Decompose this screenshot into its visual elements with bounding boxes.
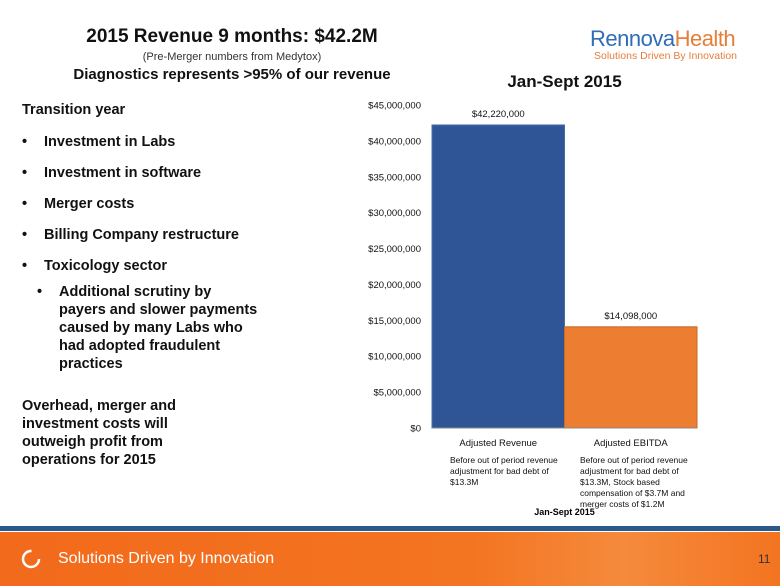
- y-tick-label: $5,000,000: [373, 388, 421, 399]
- footer-text: Solutions Driven by Innovation: [58, 550, 275, 567]
- bullet: Billing Company restructure: [22, 227, 282, 243]
- y-tick-label: $35,000,000: [368, 172, 421, 183]
- logo-tagline: Solutions Driven By Innovation: [594, 50, 737, 62]
- overhead-text: Overhead, merger and investment costs wi…: [22, 398, 176, 468]
- slide-subtitle-2: Diagnostics represents >95% of our reven…: [73, 66, 391, 83]
- x-tick-label: Adjusted EBITDA: [594, 438, 669, 449]
- page-number: 11: [758, 552, 771, 566]
- y-tick-label: $10,000,000: [368, 352, 421, 363]
- y-tick-label: $40,000,000: [368, 136, 421, 147]
- footer-bar: [0, 532, 780, 586]
- sub-bullet: Additional scrutiny by payers and slower…: [22, 283, 259, 373]
- y-tick-label: $30,000,000: [368, 208, 421, 219]
- slide-title: 2015 Revenue 9 months: $42.2M: [86, 26, 378, 47]
- y-tick-label: $15,000,000: [368, 316, 421, 327]
- rennova-logo: RennovaHealth Solutions Driven By Innova…: [590, 26, 737, 62]
- x-axis-label: Jan-Sept 2015: [534, 507, 595, 517]
- bullet: Toxicology sector: [22, 258, 282, 274]
- y-tick-label: $0: [410, 424, 421, 435]
- bar-chart: $0 $5,000,000 $10,000,000 $15,000,000 $20,00…: [368, 101, 698, 449]
- y-tick-label: $25,000,000: [368, 244, 421, 255]
- bullet: Merger costs: [22, 196, 282, 212]
- slide-subtitle: (Pre-Merger numbers from Medytox): [142, 51, 322, 63]
- logo-part2: Health: [674, 26, 736, 51]
- bullet: Investment in Labs: [22, 134, 282, 150]
- y-tick-label: $20,000,000: [368, 280, 421, 291]
- bar: [564, 326, 698, 429]
- data-label: $42,220,000: [472, 109, 525, 120]
- logo-part1: Rennova: [590, 26, 675, 51]
- y-tick-label: $45,000,000: [368, 101, 421, 112]
- heading: Transition year: [22, 102, 126, 118]
- footer-divider: [0, 526, 780, 531]
- x-tick-label: Adjusted Revenue: [459, 438, 537, 449]
- note-ebitda: Before out of period revenue adjustment …: [580, 455, 688, 509]
- data-label: $14,098,000: [604, 311, 657, 322]
- bullet-list: Transition year Investment in Labs Inves…: [22, 102, 282, 469]
- bullet: Investment in software: [22, 165, 282, 181]
- chart-title: Jan-Sept 2015: [507, 72, 622, 91]
- logo-swirl-icon: [21, 549, 41, 569]
- note-revenue: Before out of period revenue adjustment …: [450, 455, 558, 487]
- bar: [431, 124, 565, 429]
